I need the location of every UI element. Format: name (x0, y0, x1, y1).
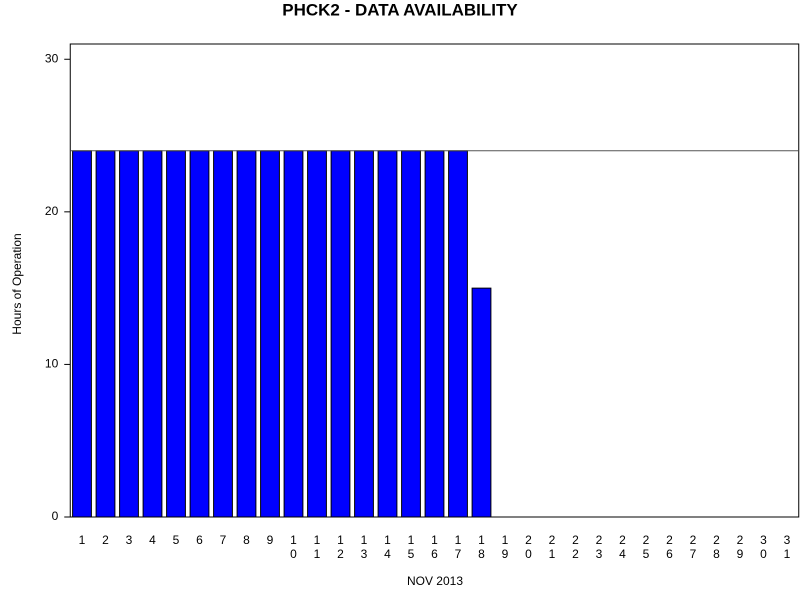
bar (142, 150, 163, 518)
x-axis-label: NOV 2013 (407, 574, 463, 588)
y-tick-label: 10 (45, 357, 59, 371)
y-tick-label: 0 (52, 509, 59, 523)
x-tick-label: 5 (173, 533, 180, 547)
bar (283, 150, 304, 518)
chart-title: PHCK2 - DATA AVAILABILITY (282, 0, 518, 19)
x-tick-label: 7 (220, 533, 227, 547)
bar (354, 150, 374, 518)
bar (189, 150, 210, 518)
bar (95, 150, 116, 518)
bar (72, 150, 92, 518)
bar (236, 150, 257, 518)
x-tick-label: 6 (196, 533, 203, 547)
y-tick-label: 30 (45, 51, 59, 65)
y-tick-label: 20 (45, 204, 59, 218)
bar (119, 150, 139, 518)
bar (330, 150, 351, 518)
bar (213, 150, 233, 518)
bar (471, 287, 492, 518)
bar (424, 150, 445, 518)
bar (260, 150, 280, 518)
bar (377, 150, 398, 518)
x-tick-label: 8 (243, 533, 250, 547)
bar (166, 150, 186, 518)
y-axis-label: Hours of Operation (10, 233, 24, 334)
x-tick-label: 9 (267, 533, 274, 547)
x-tick-label: 3 (126, 533, 133, 547)
x-tick-label: 4 (149, 533, 156, 547)
bar (307, 150, 327, 518)
bar (401, 150, 421, 518)
x-tick-label: 1 (79, 533, 86, 547)
x-tick-label: 2 (102, 533, 109, 547)
bar (448, 150, 468, 518)
